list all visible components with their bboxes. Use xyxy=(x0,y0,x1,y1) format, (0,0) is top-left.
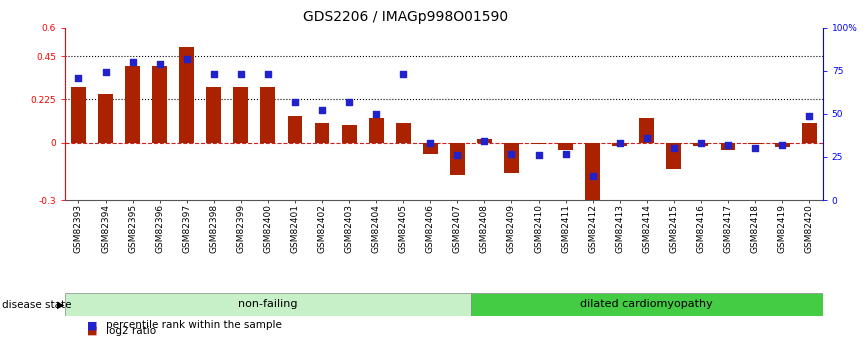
Bar xyxy=(775,142,790,147)
Point xyxy=(721,142,735,148)
Bar xyxy=(179,47,194,142)
Point xyxy=(207,71,221,77)
Bar xyxy=(721,142,735,150)
Point xyxy=(585,173,599,179)
Bar xyxy=(585,142,600,204)
Text: ■: ■ xyxy=(87,320,97,330)
Bar xyxy=(126,66,140,142)
Bar xyxy=(504,142,519,173)
Point xyxy=(505,151,519,156)
Point xyxy=(450,152,464,158)
Text: ■: ■ xyxy=(87,326,97,336)
Bar xyxy=(314,124,329,142)
Point xyxy=(234,71,248,77)
Bar xyxy=(234,87,249,142)
Bar xyxy=(667,142,682,169)
Bar xyxy=(747,142,762,144)
Point xyxy=(613,140,627,146)
Bar xyxy=(288,116,302,142)
Bar xyxy=(531,142,546,144)
Text: log2 ratio: log2 ratio xyxy=(106,326,156,336)
Point xyxy=(397,71,410,77)
Point xyxy=(423,140,437,146)
Text: dilated cardiomyopathy: dilated cardiomyopathy xyxy=(580,299,714,309)
Bar xyxy=(396,124,410,142)
Point xyxy=(369,111,383,117)
Bar xyxy=(261,87,275,142)
Point xyxy=(694,140,708,146)
Bar xyxy=(342,125,357,142)
Point xyxy=(748,146,762,151)
Bar xyxy=(471,293,823,316)
Bar xyxy=(612,142,627,146)
Point xyxy=(152,61,166,67)
Point xyxy=(72,75,86,80)
Text: GDS2206 / IMAGp998O01590: GDS2206 / IMAGp998O01590 xyxy=(303,10,508,24)
Point xyxy=(180,56,194,61)
Point xyxy=(667,146,681,151)
Bar xyxy=(694,142,708,146)
Point xyxy=(288,99,302,105)
Bar xyxy=(559,142,573,150)
Bar xyxy=(369,118,384,142)
Bar xyxy=(450,142,465,175)
Point xyxy=(126,59,139,65)
Point xyxy=(640,135,654,141)
Point xyxy=(559,151,572,156)
Point xyxy=(532,152,546,158)
Point xyxy=(99,70,113,75)
Text: ▶: ▶ xyxy=(57,300,65,309)
Text: disease state: disease state xyxy=(2,300,71,309)
Bar xyxy=(206,87,221,142)
Text: percentile rank within the sample: percentile rank within the sample xyxy=(106,320,281,330)
Point xyxy=(802,113,816,118)
Bar xyxy=(71,87,86,142)
Point xyxy=(315,108,329,113)
Point xyxy=(775,142,789,148)
Text: non-failing: non-failing xyxy=(238,299,298,309)
Bar xyxy=(639,118,654,142)
Bar xyxy=(65,293,471,316)
Point xyxy=(342,99,356,105)
Point xyxy=(477,139,491,144)
Point xyxy=(261,71,275,77)
Bar xyxy=(152,66,167,142)
Bar xyxy=(802,124,817,142)
Bar xyxy=(477,139,492,142)
Bar xyxy=(423,142,437,154)
Bar xyxy=(98,94,113,142)
